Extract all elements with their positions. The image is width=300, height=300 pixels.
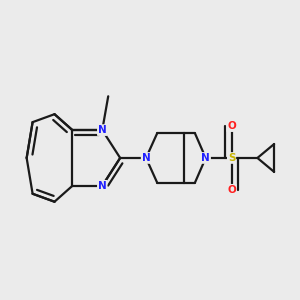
Text: N: N <box>142 153 150 163</box>
Text: N: N <box>98 125 106 135</box>
Text: N: N <box>98 181 106 191</box>
Text: O: O <box>227 185 236 195</box>
Text: N: N <box>201 153 210 163</box>
Text: S: S <box>228 153 235 163</box>
Text: O: O <box>227 121 236 131</box>
